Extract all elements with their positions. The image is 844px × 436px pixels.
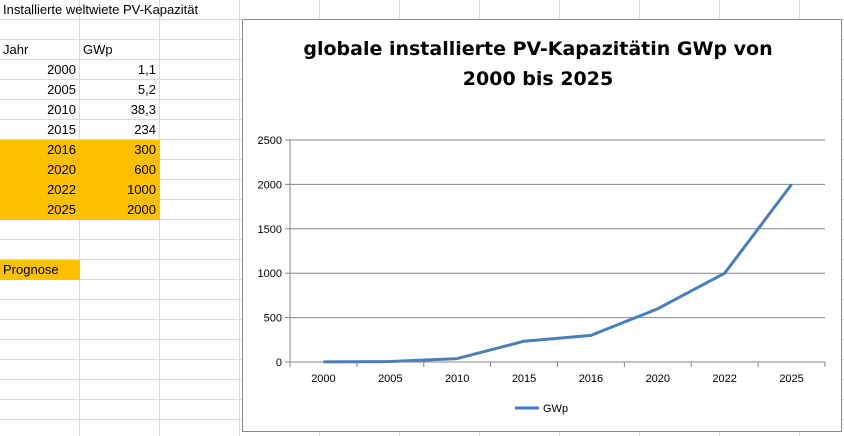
x-tick-label: 2010 (445, 373, 469, 385)
y-tick-label: 1500 (258, 224, 282, 236)
cell-gwp-highlighted[interactable]: 600 (80, 160, 160, 180)
cell-gwp[interactable]: 5,2 (137, 82, 156, 97)
cell-jahr-highlighted[interactable]: 2020 (0, 160, 80, 180)
column-header-jahr[interactable]: Jahr (3, 42, 29, 57)
chart-title-line-2: 2000 bis 2025 (462, 68, 614, 90)
cell-jahr-highlighted[interactable]: 2016 (0, 140, 80, 160)
cell-gwp[interactable]: 38,3 (130, 102, 156, 117)
x-tick-label: 2015 (512, 373, 536, 385)
cell-jahr[interactable]: 2015 (47, 122, 76, 137)
cell-gwp[interactable]: 234 (134, 122, 156, 137)
cell-jahr-highlighted[interactable]: 2025 (0, 200, 80, 220)
column-header-gwp[interactable]: GWp (83, 42, 113, 57)
x-tick-label: 2005 (378, 373, 402, 385)
x-tick-label: 2016 (579, 373, 603, 385)
cell-gwp-highlighted[interactable]: 300 (80, 140, 160, 160)
cell-jahr[interactable]: 2005 (47, 82, 76, 97)
chart-title: globale installierte PV-Kapazitätin GWp … (303, 34, 773, 94)
cell-jahr[interactable]: 2000 (47, 62, 76, 77)
y-tick-label: 2500 (258, 135, 282, 147)
prognose-label[interactable]: Prognose (0, 260, 80, 280)
y-tick-label: 2000 (258, 179, 282, 191)
x-tick-label: 2025 (779, 373, 803, 385)
cell-gwp-highlighted[interactable]: 1000 (80, 180, 160, 200)
x-tick-label: 2000 (311, 373, 335, 385)
y-tick-label: 0 (276, 357, 282, 369)
sheet-title[interactable]: Installierte weltwiete PV-Kapazität (3, 2, 199, 17)
cell-jahr[interactable]: 2010 (47, 102, 76, 117)
y-tick-label: 1000 (258, 268, 282, 280)
y-tick-label: 500 (264, 313, 282, 325)
cell-jahr-highlighted[interactable]: 2022 (0, 180, 80, 200)
legend-label: GWp (543, 403, 568, 415)
line-chart[interactable]: globale installierte PV-Kapazitätin GWp … (242, 19, 842, 432)
x-tick-label: 2022 (712, 373, 736, 385)
chart-title-line-1: globale installierte PV-Kapazitätin GWp … (303, 38, 773, 60)
cell-gwp[interactable]: 1,1 (137, 62, 156, 77)
cell-gwp-highlighted[interactable]: 2000 (80, 200, 160, 220)
chart-plot: 0 500 1000 1500 2000 2500 2000 2005 2010 2015 2016… (258, 135, 826, 415)
x-tick-label: 2020 (646, 373, 670, 385)
series-line-gwp (323, 183, 793, 364)
